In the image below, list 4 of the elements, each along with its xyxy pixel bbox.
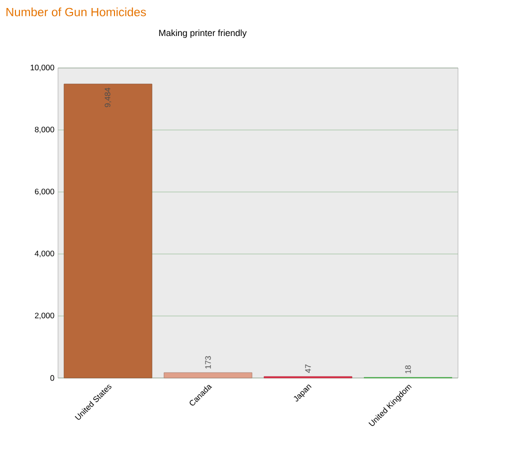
bar	[64, 84, 152, 378]
chart-title: Number of Gun Homicides	[6, 8, 146, 16]
chart-subtitle: Making printer friendly	[159, 30, 247, 38]
bar	[164, 372, 252, 378]
